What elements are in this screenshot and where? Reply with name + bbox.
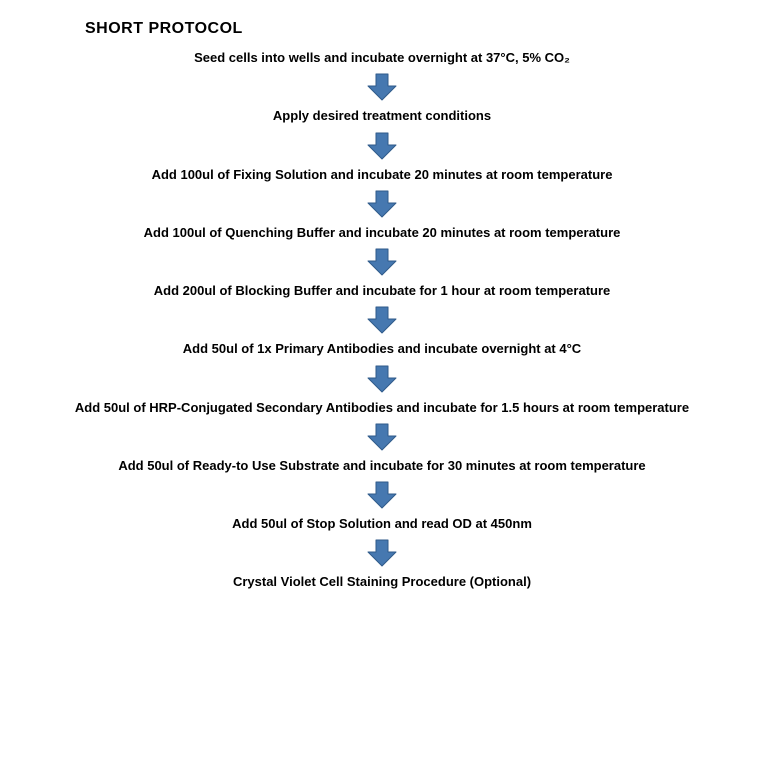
flow-arrow — [364, 72, 400, 102]
page-title: SHORT PROTOCOL — [85, 20, 724, 38]
protocol-step: Add 100ul of Quenching Buffer and incuba… — [144, 225, 621, 241]
protocol-step: Crystal Violet Cell Staining Procedure (… — [233, 574, 531, 590]
protocol-step: Add 100ul of Fixing Solution and incubat… — [152, 167, 613, 183]
down-arrow-icon — [364, 189, 400, 219]
flow-arrow — [364, 247, 400, 277]
flow-arrow — [364, 480, 400, 510]
flow-arrow — [364, 131, 400, 161]
protocol-step: Add 50ul of Ready-to Use Substrate and i… — [118, 458, 645, 474]
flow-arrow — [364, 305, 400, 335]
protocol-step: Add 200ul of Blocking Buffer and incubat… — [154, 283, 611, 299]
down-arrow-icon — [364, 72, 400, 102]
down-arrow-icon — [364, 480, 400, 510]
down-arrow-icon — [364, 364, 400, 394]
down-arrow-icon — [364, 247, 400, 277]
flow-arrow — [364, 422, 400, 452]
protocol-step: Seed cells into wells and incubate overn… — [194, 50, 570, 66]
down-arrow-icon — [364, 422, 400, 452]
down-arrow-icon — [364, 305, 400, 335]
flow-arrow — [364, 538, 400, 568]
protocol-step: Add 50ul of 1x Primary Antibodies and in… — [183, 341, 581, 357]
down-arrow-icon — [364, 131, 400, 161]
protocol-step: Apply desired treatment conditions — [273, 108, 491, 124]
flow-arrow — [364, 364, 400, 394]
down-arrow-icon — [364, 538, 400, 568]
protocol-step: Add 50ul of HRP-Conjugated Secondary Ant… — [75, 400, 689, 416]
flow-arrow — [364, 189, 400, 219]
protocol-step: Add 50ul of Stop Solution and read OD at… — [232, 516, 532, 532]
protocol-flowchart: Seed cells into wells and incubate overn… — [40, 50, 724, 591]
